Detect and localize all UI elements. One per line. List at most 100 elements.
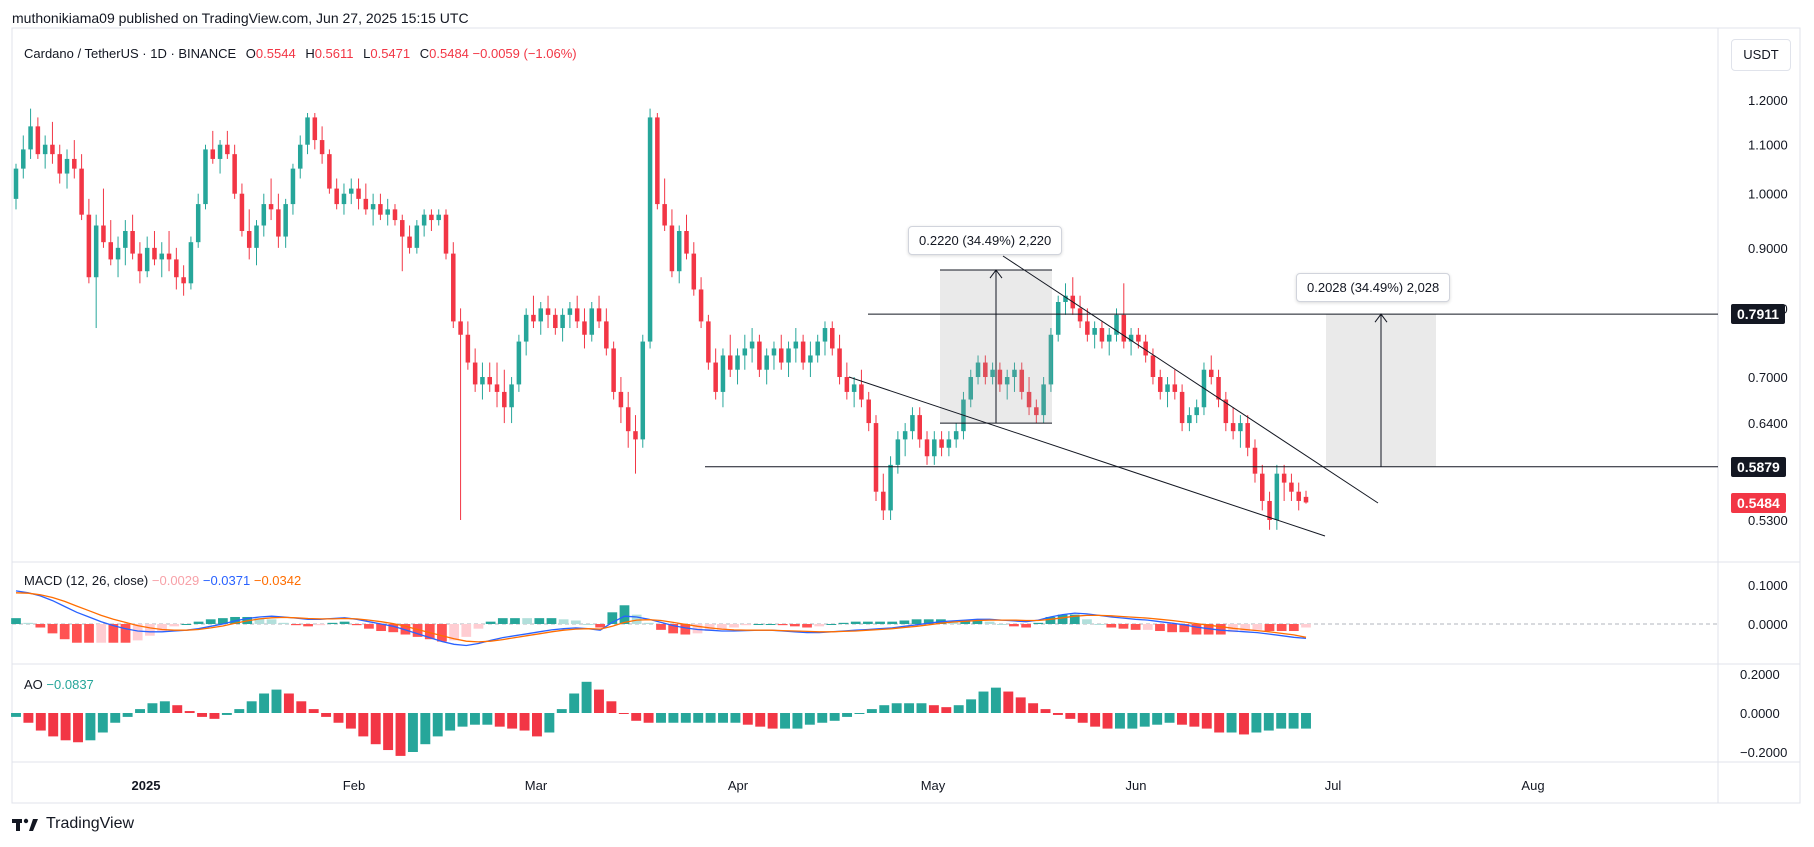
ao-bar bbox=[581, 681, 592, 713]
ao-bar bbox=[1276, 713, 1287, 729]
ao-bar bbox=[755, 713, 766, 727]
measure-label-right[interactable]: 0.2028 (34.49%) 2,028 bbox=[1296, 273, 1451, 302]
candle-body bbox=[895, 439, 901, 465]
candle-body bbox=[953, 431, 959, 440]
macd-histogram-bar bbox=[850, 621, 861, 624]
macd-signal-value: −0.0342 bbox=[253, 573, 302, 588]
candle-body bbox=[618, 391, 624, 408]
candle-body bbox=[414, 225, 420, 248]
candle-body bbox=[297, 144, 303, 169]
candle-body bbox=[1208, 369, 1214, 378]
macd-histogram-bar bbox=[254, 618, 265, 624]
time-tick-label: Jun bbox=[1126, 778, 1147, 793]
candle-body bbox=[793, 341, 799, 349]
candle-body bbox=[21, 149, 26, 169]
candle-body bbox=[939, 439, 944, 448]
candle-body bbox=[727, 355, 733, 370]
change-value: −0.0059 (−1.06%) bbox=[472, 46, 577, 61]
candle-body bbox=[363, 198, 369, 210]
candle-body bbox=[261, 204, 267, 226]
ao-bar bbox=[829, 713, 840, 721]
candle-body bbox=[246, 231, 252, 248]
macd-histogram-bar bbox=[984, 621, 995, 624]
macd-histogram-bar bbox=[205, 619, 216, 624]
ao-bar bbox=[172, 705, 183, 713]
candle-body bbox=[137, 253, 143, 272]
ao-bar bbox=[308, 709, 319, 713]
candle-body bbox=[166, 253, 172, 260]
macd-histogram-bar bbox=[522, 618, 532, 624]
upper-trendline bbox=[1002, 255, 1379, 504]
candle-body bbox=[1216, 377, 1221, 400]
measure-label-left[interactable]: 0.2220 (34.49%) 2,220 bbox=[908, 226, 1063, 255]
candle-body bbox=[421, 214, 427, 226]
currency-button[interactable]: USDT bbox=[1731, 39, 1791, 71]
ao-tick-label: 0.2000 bbox=[1740, 667, 1780, 682]
candle-body bbox=[502, 391, 507, 408]
ao-bar bbox=[842, 713, 853, 717]
ao-bar bbox=[556, 709, 567, 713]
candle-body bbox=[567, 308, 573, 315]
ao-bar bbox=[1040, 709, 1051, 713]
high-label: H bbox=[305, 46, 315, 61]
macd-name[interactable]: MACD (12, 26, close) bbox=[24, 573, 149, 588]
time-tick-label: Mar bbox=[525, 778, 548, 793]
candle-body bbox=[720, 355, 726, 392]
ao-name[interactable]: AO bbox=[24, 677, 43, 692]
ao-bar bbox=[941, 707, 952, 713]
candle-body bbox=[1223, 399, 1229, 424]
ao-bar bbox=[680, 713, 691, 723]
ao-bar bbox=[407, 713, 418, 752]
ao-bar bbox=[48, 713, 59, 737]
candle-body bbox=[1238, 423, 1243, 432]
macd-histogram-bar bbox=[923, 619, 934, 624]
ao-bar bbox=[1102, 713, 1113, 729]
macd-tick-label: 0.1000 bbox=[1748, 578, 1788, 593]
footer-brand[interactable]: TradingView bbox=[12, 815, 134, 833]
price-tag-last: 0.5484 bbox=[1731, 493, 1786, 513]
ao-bar bbox=[1127, 713, 1138, 729]
publisher-line: muthonikiama09 published on TradingView.… bbox=[12, 10, 469, 26]
candle-body bbox=[713, 362, 718, 392]
candle-body bbox=[1303, 496, 1309, 503]
macd-histogram-bar bbox=[327, 622, 338, 624]
candle-body bbox=[1099, 328, 1105, 342]
symbol-name[interactable]: Cardano / TetherUS · 1D · BINANCE bbox=[24, 46, 237, 61]
macd-histogram-bar bbox=[826, 624, 837, 625]
ao-bar bbox=[35, 713, 46, 731]
candle-body bbox=[706, 321, 711, 363]
candle-body bbox=[195, 204, 201, 243]
ao-bar bbox=[656, 713, 666, 723]
macd-histogram-bar bbox=[972, 620, 983, 624]
ao-bar bbox=[333, 713, 344, 723]
ao-bar bbox=[544, 713, 555, 733]
candle-body bbox=[859, 384, 864, 400]
ao-bar bbox=[643, 713, 654, 723]
candle-body bbox=[1165, 384, 1170, 392]
price-tick-label: 1.0000 bbox=[1748, 187, 1788, 202]
ao-bar bbox=[618, 713, 629, 714]
ao-bar bbox=[110, 713, 121, 723]
candle-body bbox=[392, 209, 398, 221]
candle-body bbox=[268, 204, 274, 210]
macd-histogram-bar bbox=[449, 624, 459, 641]
macd-histogram-bar bbox=[364, 624, 374, 629]
macd-histogram-bar bbox=[1252, 624, 1263, 630]
candle-body bbox=[86, 214, 92, 278]
candle-body bbox=[997, 369, 1003, 385]
price-tick-label: 0.6400 bbox=[1748, 416, 1788, 431]
candle-body bbox=[108, 242, 114, 260]
ao-bar bbox=[246, 701, 257, 713]
price-tag-lower: 0.5879 bbox=[1731, 457, 1786, 477]
ao-bar bbox=[11, 713, 21, 717]
ao-bar bbox=[370, 713, 381, 745]
candle-body bbox=[1004, 377, 1010, 385]
ao-bar bbox=[792, 713, 803, 729]
candle-body bbox=[932, 439, 937, 457]
ao-bar bbox=[73, 713, 83, 743]
candle-body bbox=[400, 220, 405, 237]
macd-histogram-bar bbox=[534, 618, 545, 624]
ao-bar bbox=[296, 701, 307, 713]
macd-histogram-bar bbox=[790, 624, 800, 627]
